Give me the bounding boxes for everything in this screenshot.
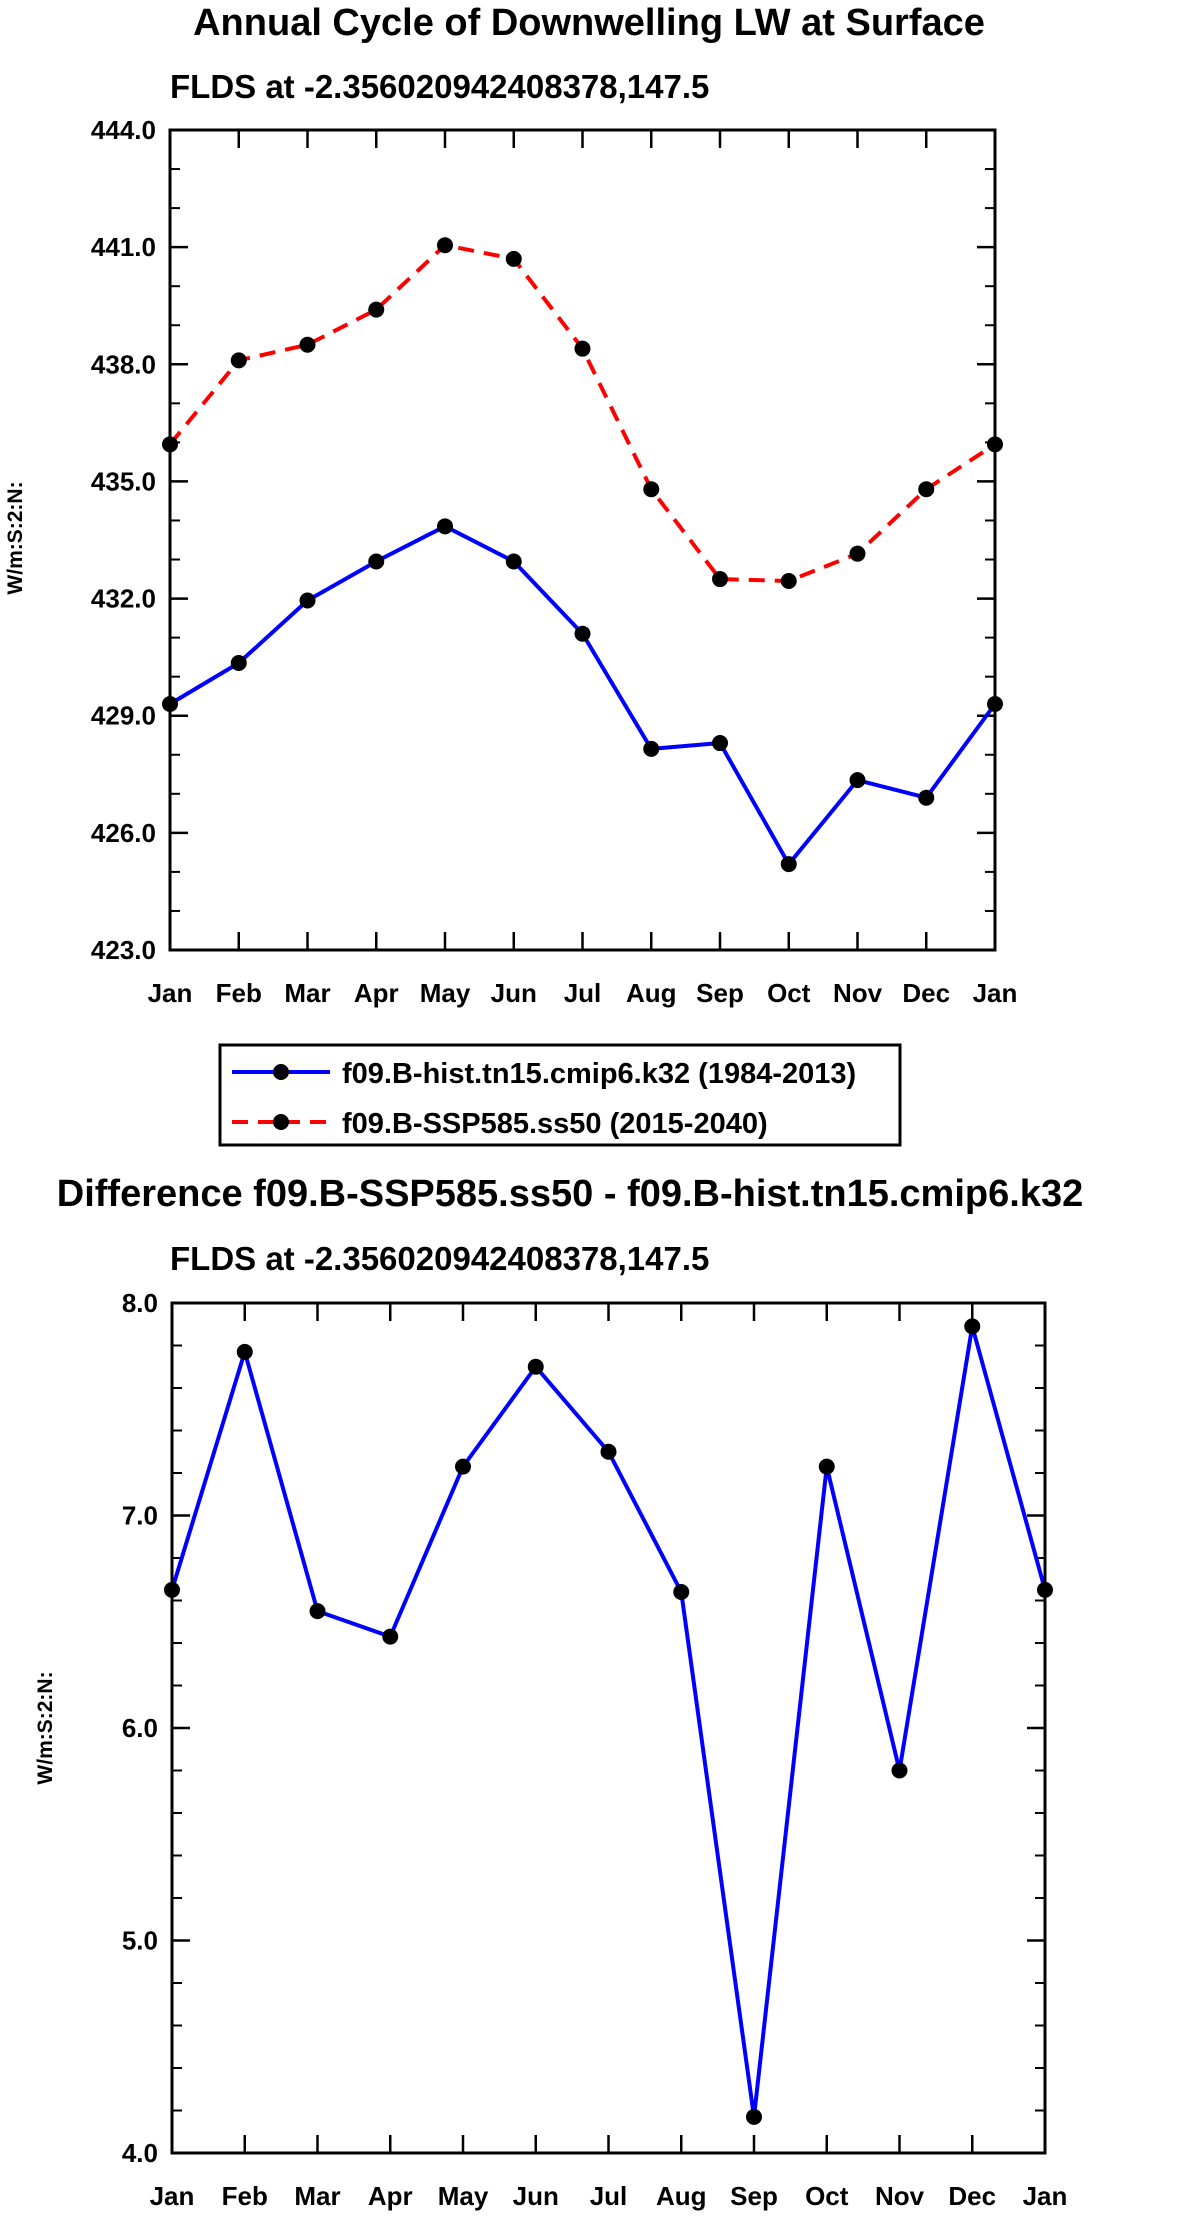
ticks [170,1301,1047,2155]
x-tick-label: Jan [150,2181,195,2211]
x-tick-label: Dec [948,2181,996,2211]
series-line-0 [168,524,997,867]
data-point [574,340,591,357]
data-point [230,655,247,671]
data-point [780,856,797,873]
x-tick-label: Oct [767,978,811,1008]
data-point [780,573,797,589]
x-tick-label: Mar [284,978,330,1008]
y-tick-label: 4.0 [122,2138,158,2168]
legend-box [218,1043,902,1147]
data-point [712,735,728,752]
x-tick-label: Aug [656,2181,707,2211]
x-tick-label: Feb [216,978,262,1008]
y-tick-label: 435.0 [91,466,156,496]
series-layer [164,1318,1053,2125]
difference-chart: Difference f09.B-SSP585.ss50 - f09.B-his… [34,1173,1083,2211]
y-tick-label: 423.0 [91,935,156,965]
x-tick-label: Jan [148,978,193,1008]
x-tick-label: Nov [833,978,883,1008]
x-tick-label: Oct [805,2181,849,2211]
y-tick-label: 441.0 [91,232,156,262]
legend-marker-ssp [273,1114,289,1130]
series-line-1 [168,243,997,583]
data-point [505,553,522,570]
y-tick-label: 438.0 [91,349,156,379]
data-point [309,1603,326,1620]
y-tick-label: 6.0 [122,1713,158,1743]
data-point [600,1443,617,1460]
x-tick-label: Feb [222,2181,268,2211]
data-point [455,1458,471,1475]
data-point [891,1762,908,1779]
x-tick-label: May [438,2181,489,2211]
legend: f09.B-hist.tn15.cmip6.k32 (1984-2013) f0… [218,1043,902,1147]
data-point [746,2108,762,2125]
x-tick-label: Jul [590,2181,628,2211]
x-tick-label: Jul [564,978,602,1008]
data-point [673,1584,690,1600]
data-point [230,352,247,369]
y-tick-label: 5.0 [122,1926,158,1956]
annual-cycle-chart: Annual Cycle of Downwelling LW at Surfac… [4,2,1018,1147]
data-point [918,789,935,806]
data-point [849,545,866,562]
data-point [918,481,935,498]
data-point [368,301,385,318]
data-point [527,1358,544,1375]
y-tick-label: 7.0 [122,1501,158,1531]
y-tick-label: 444.0 [91,115,156,145]
data-point [712,571,728,588]
chart-title: Annual Cycle of Downwelling LW at Surfac… [193,2,985,44]
x-tick-label: Sep [730,2181,778,2211]
y-axis-label: W/m:S:2:N: [34,1671,57,1784]
data-point [643,740,660,757]
x-tick-labels: Jan Feb Mar Apr May Jun Jul Aug Sep Oct Nov Dec Jan [150,2181,1068,2211]
x-tick-label: Apr [368,2181,413,2211]
x-tick-label: Aug [626,978,677,1008]
data-point [964,1318,981,1335]
series-layer [162,237,1003,873]
y-tick-labels: 4.0 5.0 6.0 7.0 8.0 [122,1288,158,2168]
data-point [236,1343,253,1360]
x-tick-label: Jun [491,978,537,1008]
legend-label-hist: f09.B-hist.tn15.cmip6.k32 (1984-2013) [342,1058,856,1090]
data-point [299,336,316,353]
chart-title: Difference f09.B-SSP585.ss50 - f09.B-his… [57,1173,1083,1215]
y-axis-label: W/m:S:2:N: [4,481,27,594]
x-tick-label: Jan [973,978,1018,1008]
legend-label-ssp: f09.B-SSP585.ss50 (2015-2040) [342,1108,768,1140]
y-tick-labels: 423.0 426.0 429.0 432.0 435.0 438.0 441.0 444.0 [91,115,156,965]
x-tick-labels: Jan Feb Mar Apr May Jun Jul Aug Sep Oct Nov Dec Jan [148,978,1018,1008]
plot-frame [168,128,997,952]
x-tick-label: May [420,978,471,1008]
data-point [368,553,385,570]
x-tick-label: Nov [875,2181,925,2211]
y-tick-label: 426.0 [91,818,156,848]
plot-frame [170,1301,1047,2155]
y-tick-label: 8.0 [122,1288,158,1318]
data-point [299,592,316,609]
x-tick-label: Dec [902,978,950,1008]
legend-marker-hist [273,1064,289,1080]
x-tick-label: Mar [294,2181,340,2211]
y-tick-label: 429.0 [91,701,156,731]
y-tick-label: 432.0 [91,584,156,614]
data-point [574,625,591,642]
x-tick-label: Jun [513,2181,559,2211]
chart-subtitle: FLDS at -2.356020942408378,147.5 [170,1240,709,1277]
data-point [505,250,522,267]
data-point [437,518,453,535]
chart-subtitle: FLDS at -2.356020942408378,147.5 [170,68,709,105]
data-point [437,237,453,254]
x-tick-label: Sep [696,978,744,1008]
data-point [849,772,866,789]
x-tick-label: Apr [354,978,399,1008]
data-point [818,1458,835,1475]
x-tick-label: Jan [1023,2181,1068,2211]
data-point [643,481,660,498]
data-point [382,1628,399,1645]
